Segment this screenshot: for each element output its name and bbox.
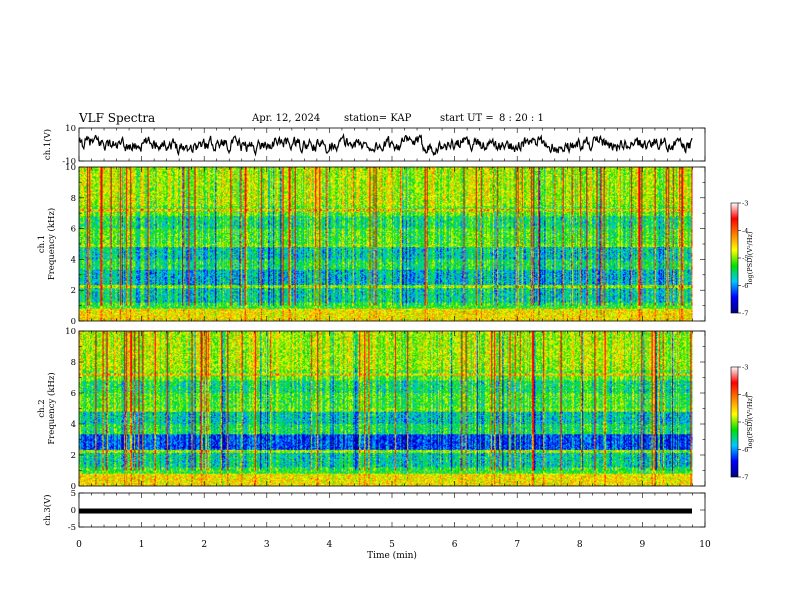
colorbar-1 [730,202,739,314]
y-tick-label: 0 [71,506,76,516]
spectrogram-image-1 [79,167,693,321]
colorbar-tick-label: -3 [742,364,748,372]
colorbar-label: log(PSD)(V²/Hz) [746,395,754,448]
x-tick-label: 8 [577,540,583,550]
colorbar-tick-label: -4 [742,227,748,235]
y-tick-label: 2 [71,286,76,296]
spectrogram-image-2 [79,331,693,486]
figure-date: Apr. 12, 2024 [252,113,321,124]
y-axis-label: ch.1(V) [42,129,53,160]
waveform-layer [78,132,693,514]
colorbar-tick-label: -4 [742,391,748,399]
colorbar-tick-label: -7 [742,474,748,482]
y-axis-label: ch.3(V) [42,494,53,525]
y-tick-label: 10 [65,163,76,173]
x-tick-label: 9 [640,540,646,550]
colorbar-tick-label: -7 [742,310,748,318]
y-tick-label: 10 [65,327,76,337]
x-tick-label: 0 [76,540,82,550]
x-tick-label: 7 [514,540,520,550]
y-tick-label: 0 [71,482,76,492]
colorbar-tick-label: -5 [742,255,748,263]
x-tick-label: 6 [452,540,458,550]
y-tick-label: 5 [71,489,76,499]
figure-station: station= KAP [344,113,412,124]
y-tick-label: 2 [71,451,76,461]
y-axis-label: Frequency (kHz) [46,208,57,280]
colorbar-label: log(PSD)(V²/Hz) [746,231,754,284]
y-axis-label: ch.1 [37,235,47,253]
x-tick-label: 4 [327,540,333,550]
y-tick-label: 4 [71,420,76,430]
y-tick-label: 10 [65,124,76,134]
label-layer: -3 -4 -5 -6 -7 log(PSD)(V²/Hz) -3 -4 -5 -6 -7 log(P… [37,124,754,561]
figure-title: VLF Spectra [79,111,156,125]
y-axis-label: Frequency (kHz) [46,372,57,444]
start-ut-label: start UT = [440,113,494,124]
y-tick-label: 8 [71,194,76,204]
ch3-waveform-line [79,508,692,514]
colorbar-tick-label: -5 [742,419,748,427]
colorbar-tick-label: -6 [742,446,748,454]
y-tick-label: 4 [71,255,76,265]
x-tick-label: 5 [389,540,395,550]
y-tick-label: 0 [71,317,76,327]
x-tick-label: 1 [139,540,145,550]
y-tick-label: -10 [62,157,76,167]
x-tick-label: 2 [201,540,207,550]
x-axis-label: Time (min) [367,550,417,561]
ch1-waveform-line [78,132,693,157]
colorbar-tick-label: -6 [742,282,748,290]
x-tick-label: 3 [264,540,270,550]
y-axis-label: ch.2 [37,399,47,417]
y-tick-label: -5 [68,523,76,533]
colorbar-tick-label: -3 [742,200,748,208]
spectrogram-layer [79,167,693,486]
y-tick-label: 6 [71,389,76,399]
colorbar-2 [730,366,739,478]
x-tick-label: 10 [699,540,711,550]
figure-start-ut: start UT = 8 : 20 : 1 [438,113,544,124]
axes-layer [78,127,741,528]
start-ut-value: 8 : 20 : 1 [498,113,544,124]
y-tick-label: 6 [71,225,76,235]
y-tick-label: 8 [71,358,76,368]
